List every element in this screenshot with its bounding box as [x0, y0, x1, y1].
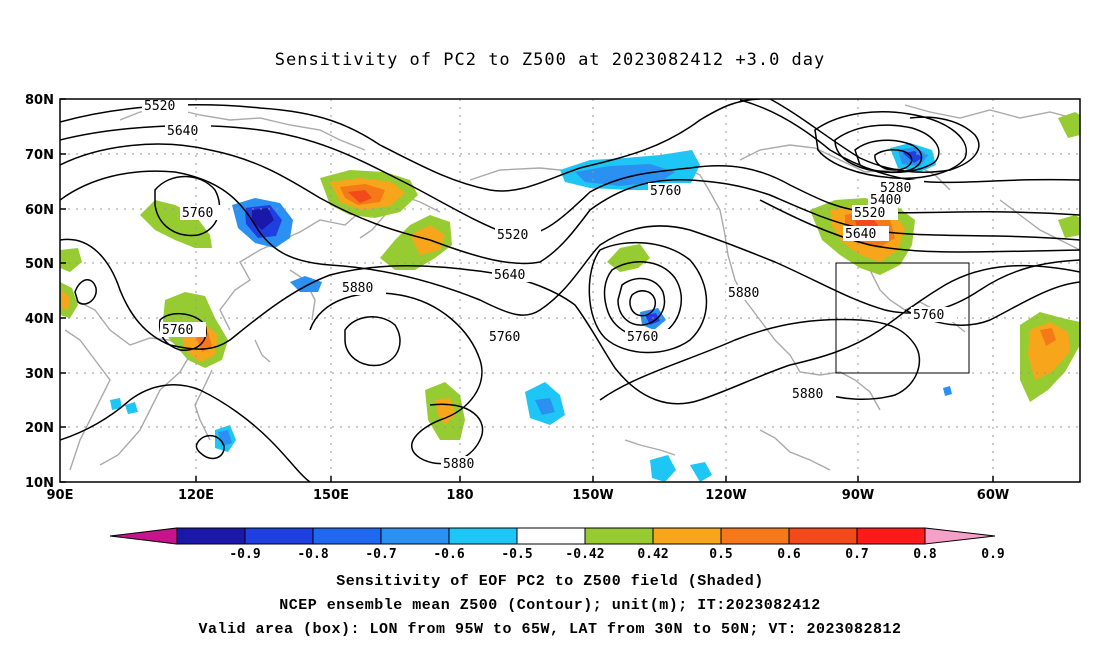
lon-label: 90E — [47, 488, 74, 503]
svg-text:5880: 5880 — [728, 286, 759, 301]
colorbar-swatch — [516, 527, 586, 545]
map-title: Sensitivity of PC2 to Z500 at 2023082412… — [274, 50, 826, 70]
colorbar-label: 0.6 — [777, 547, 801, 562]
svg-text:5760: 5760 — [162, 323, 193, 338]
colorbar-label: 0.7 — [845, 547, 868, 562]
lon-label: 120E — [178, 488, 214, 503]
svg-text:5520: 5520 — [144, 99, 175, 114]
contour-label: 5640 — [492, 267, 538, 283]
svg-text:5640: 5640 — [845, 227, 876, 242]
lat-label: 30N — [25, 367, 54, 382]
svg-text:5520: 5520 — [854, 206, 885, 221]
colorbar-label: -0.9 — [229, 547, 260, 562]
colorbar-swatch — [380, 527, 450, 545]
lon-label: 90W — [842, 488, 874, 503]
lon-label: 150W — [572, 488, 613, 503]
caption-line-2: NCEP ensemble mean Z500 (Contour); unit(… — [279, 597, 821, 614]
svg-text:5880: 5880 — [792, 387, 823, 402]
lon-label: 150E — [313, 488, 349, 503]
lat-label: 10N — [25, 476, 54, 491]
lat-label: 40N — [25, 312, 54, 327]
contour-label: 5880 — [726, 285, 772, 301]
contour-label: 5880 — [340, 280, 386, 296]
colorbar: -0.9 -0.8 -0.7 -0.6 -0.5 -0.42 0.42 0.5 0.6 0.7 0.… — [109, 527, 1005, 562]
svg-text:5880: 5880 — [342, 281, 373, 296]
colorbar-label: -0.5 — [501, 547, 532, 562]
svg-text:5640: 5640 — [494, 268, 525, 283]
lon-label: 120W — [705, 488, 746, 503]
colorbar-swatch — [720, 527, 790, 545]
colorbar-label: 0.42 — [637, 547, 668, 562]
contour-label: 5760 — [911, 307, 957, 323]
svg-text:5760: 5760 — [627, 330, 658, 345]
svg-text:5640: 5640 — [167, 124, 198, 139]
colorbar-label: -0.7 — [365, 547, 396, 562]
contour-labels: 5520 5640 5760 5760 5880 5520 5640 5760 … — [142, 98, 957, 472]
colorbar-swatch — [176, 527, 246, 545]
contour-label: 5760 — [648, 183, 694, 199]
valid-area-box — [835, 262, 970, 374]
colorbar-swatch — [788, 527, 858, 545]
contour-label: 5640 — [843, 226, 889, 242]
svg-text:5760: 5760 — [650, 184, 681, 199]
colorbar-label: 0.5 — [709, 547, 732, 562]
colorbar-swatch — [856, 527, 926, 545]
contour-label: 5400 — [868, 192, 914, 208]
contour-label: 5760 — [160, 322, 206, 338]
svg-text:5880: 5880 — [443, 457, 474, 472]
lat-label: 60N — [25, 203, 54, 218]
contour-label: 5760 — [625, 329, 671, 345]
svg-text:5400: 5400 — [870, 193, 901, 208]
caption-line-3: Valid area (box): LON from 95W to 65W, L… — [198, 621, 902, 638]
colorbar-label: -0.8 — [297, 547, 328, 562]
contour-label: 5760 — [180, 205, 226, 221]
svg-text:5760: 5760 — [913, 308, 944, 323]
lat-axis — [60, 98, 66, 483]
caption-line-1: Sensitivity of EOF PC2 to Z500 field (Sh… — [336, 573, 764, 590]
contour-label: 5520 — [495, 227, 541, 243]
colorbar-left-arrow — [109, 527, 178, 545]
lon-axis — [195, 476, 994, 482]
colorbar-swatch — [584, 527, 654, 545]
contour-label: 5520 — [142, 98, 188, 114]
lon-label: 180 — [446, 488, 473, 503]
colorbar-swatch — [244, 527, 314, 545]
colorbar-swatch — [448, 527, 518, 545]
colorbar-label: 0.8 — [913, 547, 937, 562]
colorbar-right-arrow — [924, 527, 996, 545]
colorbar-swatch — [652, 527, 722, 545]
lat-label: 70N — [25, 148, 54, 163]
colorbar-label: 0.9 — [981, 547, 1004, 562]
contour-label: 5760 — [487, 329, 533, 345]
contour-label: 5640 — [165, 123, 211, 139]
contour-label: 5880 — [441, 456, 487, 472]
lat-label: 80N — [25, 93, 54, 108]
lat-label: 20N — [25, 421, 54, 436]
colorbar-label: -0.6 — [433, 547, 464, 562]
svg-text:5520: 5520 — [497, 228, 528, 243]
lon-label: 60W — [977, 488, 1009, 503]
lat-label: 50N — [25, 257, 54, 272]
contour-label: 5880 — [790, 386, 836, 402]
svg-text:5760: 5760 — [489, 330, 520, 345]
colorbar-label: -0.42 — [565, 547, 604, 562]
svg-text:5760: 5760 — [182, 206, 213, 221]
lon-labels: 90E 120E 150E 180 150W 120W 90W 60W — [47, 488, 1010, 503]
lat-labels: 80N 70N 60N 50N 40N 30N 20N 10N — [25, 93, 54, 491]
colorbar-swatch — [312, 527, 382, 545]
plot-frame — [59, 98, 1081, 483]
contour-label: 5520 — [852, 205, 898, 221]
